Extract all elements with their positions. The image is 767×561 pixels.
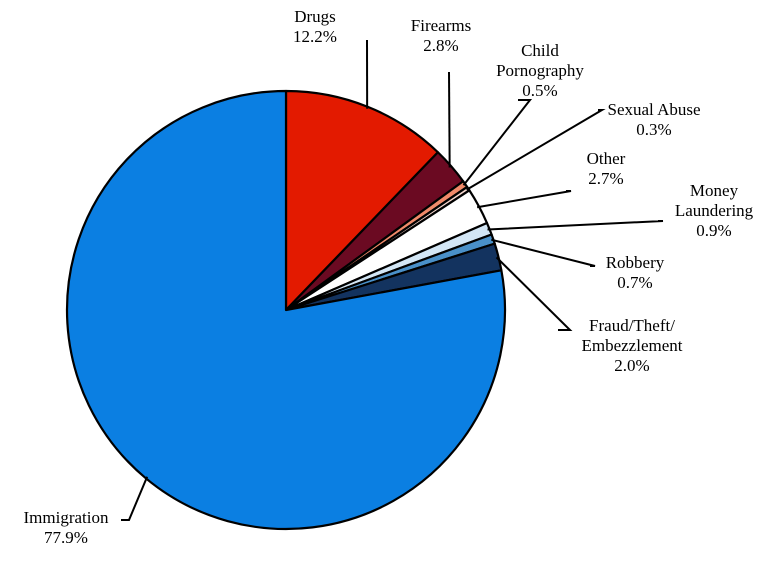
slice-value-text: 0.5% (522, 81, 557, 100)
slice-label-text: Robbery (606, 253, 665, 272)
leader-line-firearms (449, 72, 450, 168)
slice-value-text: 0.9% (696, 221, 731, 240)
slice-value-text: 2.8% (423, 36, 458, 55)
slices-layer (67, 91, 505, 529)
leader-line-sexual-abuse (467, 110, 602, 190)
slice-label-text: Laundering (675, 201, 754, 220)
leader-line-immigration (121, 477, 147, 520)
slice-label-text: Other (587, 149, 626, 168)
slice-value-text: 0.3% (636, 120, 671, 139)
slice-value-text: 2.0% (614, 356, 649, 375)
slice-label-text: Pornography (496, 61, 584, 80)
leader-line-robbery (491, 240, 595, 266)
slice-label-text: Drugs (294, 7, 336, 26)
slice-label-text: Firearms (411, 16, 471, 35)
slice-label-text: Fraud/Theft/ (589, 316, 675, 335)
leader-line-money-laundering (488, 221, 663, 229)
slice-label-text: Embezzlement (581, 336, 682, 355)
slice-value-text: 12.2% (293, 27, 337, 46)
slice-label-text: Money (690, 181, 739, 200)
slice-value-text: 77.9% (44, 528, 88, 547)
slice-label-text: Sexual Abuse (607, 100, 700, 119)
slice-label-text: Child (521, 41, 559, 60)
leader-line-fraud-theft-embezzlement (497, 257, 570, 330)
leader-line-other (477, 191, 571, 207)
slice-label-text: Immigration (24, 508, 109, 527)
slice-value-text: 2.7% (588, 169, 623, 188)
slice-value-text: 0.7% (617, 273, 652, 292)
